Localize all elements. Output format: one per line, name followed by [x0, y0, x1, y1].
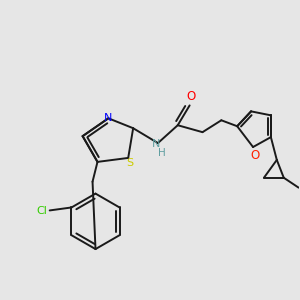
Text: N: N	[152, 139, 160, 149]
Text: N: N	[104, 113, 112, 123]
Text: Cl: Cl	[36, 206, 47, 216]
Text: O: O	[186, 90, 195, 103]
Text: H: H	[158, 148, 166, 158]
Text: O: O	[250, 149, 260, 162]
Text: S: S	[127, 158, 134, 168]
